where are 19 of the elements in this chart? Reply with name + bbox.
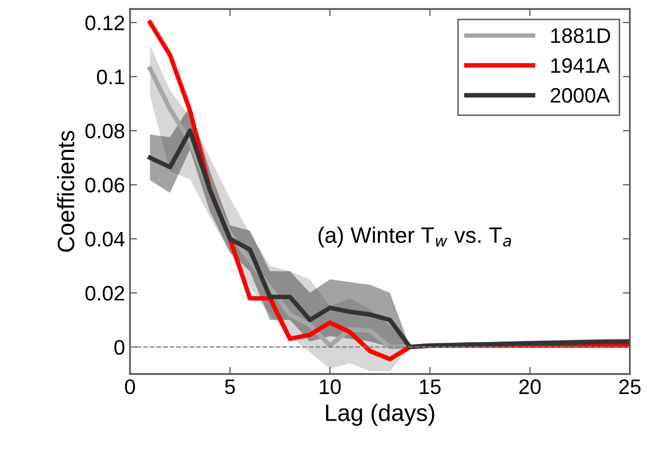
y-tick-label: 0.12 bbox=[85, 16, 124, 30]
y-axis-title: Coefficients bbox=[57, 130, 74, 252]
legend-label: 2000A bbox=[550, 88, 610, 103]
y-tick-label: 0.04 bbox=[85, 232, 125, 247]
x-tick-label: 25 bbox=[619, 379, 641, 394]
legend-label: 1941A bbox=[551, 58, 610, 73]
x-axis-title: Lag (days) bbox=[326, 404, 434, 426]
x-tick-label: 0 bbox=[125, 379, 135, 394]
y-tick-label: 0.06 bbox=[85, 178, 124, 192]
y-tick-label: 0.02 bbox=[85, 286, 124, 301]
annotation: (a) Winter T$_{w}$ vs. T$_{a}$ bbox=[318, 226, 512, 248]
x-tick-label: 20 bbox=[519, 379, 541, 394]
y-tick-label: 0 bbox=[114, 340, 124, 355]
x-tick-label: 15 bbox=[420, 380, 441, 394]
y-tick-label: 0.08 bbox=[85, 124, 124, 138]
legend-label: 1881D bbox=[551, 28, 610, 44]
y-tick-label: 0.1 bbox=[96, 70, 124, 84]
x-tick-label: 5 bbox=[225, 380, 235, 394]
x-tick-label: 10 bbox=[320, 379, 341, 394]
